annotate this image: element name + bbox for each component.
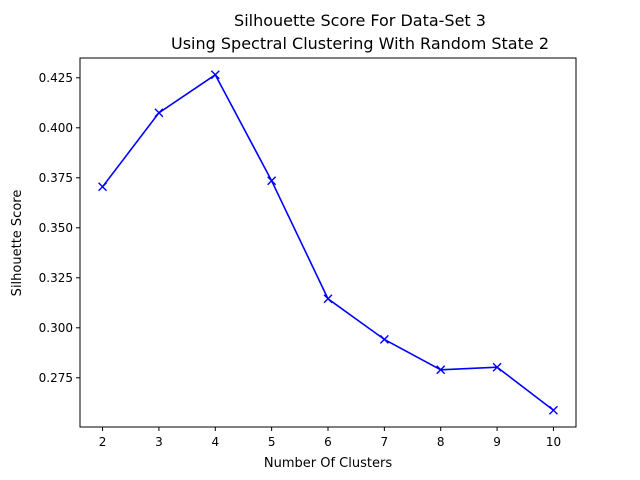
data-point-marker [436,365,446,375]
y-tick-label: 0.275 [39,371,73,385]
chart-title-line1: Silhouette Score For Data-Set 3 [234,11,486,30]
x-tick-label: 5 [268,435,276,449]
x-tick-label: 10 [546,435,561,449]
x-tick-label: 8 [437,435,445,449]
chart-title-line2: Using Spectral Clustering With Random St… [171,34,549,53]
axes-frame [79,57,577,428]
x-tick-label: 2 [99,435,107,449]
y-tick-label: 0.400 [39,121,73,135]
y-tick-label: 0.425 [39,71,73,85]
x-axis-label: Number Of Clusters [264,456,392,471]
y-tick-label: 0.350 [39,221,73,235]
y-tick-label: 0.325 [39,271,73,285]
y-tick-label: 0.300 [39,321,73,335]
data-point-marker [379,334,389,344]
data-point-marker [210,70,220,80]
data-point-marker [492,362,502,372]
plot-area: 2 3 4 5 6 7 8 9 10 0.275 0.300 0.325 0.350 0.375 0.400… [39,70,561,449]
data-point-marker [323,294,333,304]
data-point-marker [548,405,558,415]
x-tick-label: 9 [493,435,501,449]
x-tick-label: 3 [155,435,163,449]
y-axis-label: Silhouette Score [10,190,25,297]
y-tick-label: 0.375 [39,171,73,185]
x-tick-label: 7 [381,435,389,449]
x-tick-label: 6 [324,435,332,449]
data-point-marker [98,182,108,192]
x-tick-label: 4 [211,435,219,449]
data-point-marker [154,108,164,118]
data-point-marker [267,176,277,186]
